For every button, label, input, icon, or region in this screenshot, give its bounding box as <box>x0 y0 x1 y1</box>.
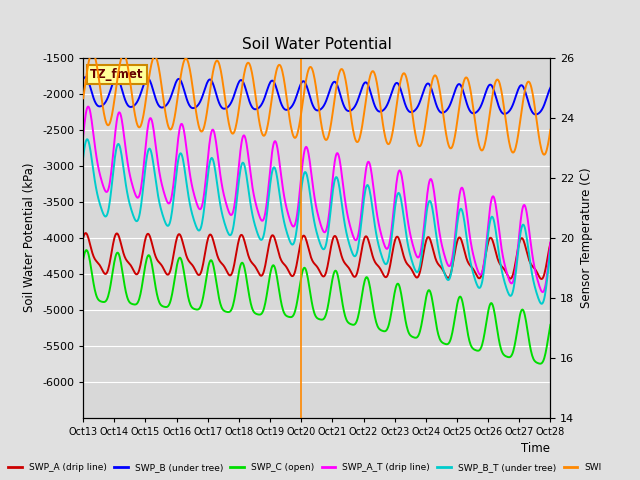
Title: Soil Water Potential: Soil Water Potential <box>242 37 392 52</box>
Y-axis label: Soil Water Potential (kPa): Soil Water Potential (kPa) <box>24 163 36 312</box>
Text: TZ_fmet: TZ_fmet <box>90 68 144 82</box>
Legend: SWP_A (drip line), SWP_B (under tree), SWP_C (open), SWP_A_T (drip line), SWP_B_: SWP_A (drip line), SWP_B (under tree), S… <box>4 459 605 476</box>
Y-axis label: Sensor Temperature (C): Sensor Temperature (C) <box>580 168 593 308</box>
X-axis label: Time: Time <box>522 442 550 455</box>
